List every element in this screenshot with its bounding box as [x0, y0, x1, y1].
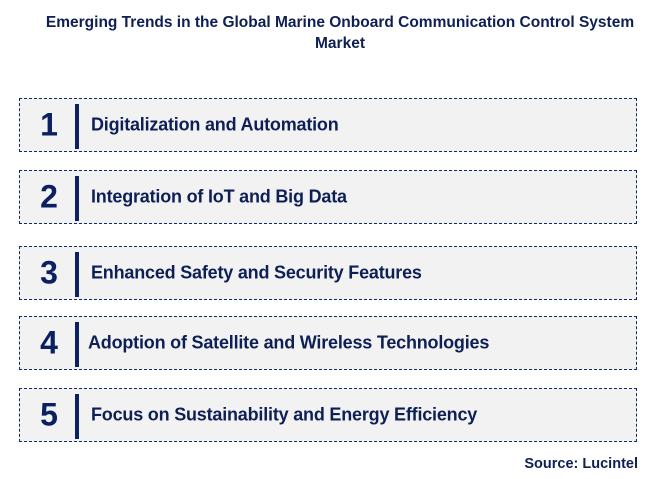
trend-label: Integration of IoT and Big Data — [91, 186, 347, 207]
trend-item-4: 4 Adoption of Satellite and Wireless Tec… — [19, 316, 637, 370]
diagram-title: Emerging Trends in the Global Marine Onb… — [45, 14, 635, 52]
trend-number: 3 — [40, 254, 58, 291]
trend-label: Enhanced Safety and Security Features — [91, 262, 422, 283]
trend-label: Adoption of Satellite and Wireless Techn… — [88, 332, 490, 353]
trend-number: 5 — [40, 396, 58, 433]
trend-item-2: 2 Integration of IoT and Big Data — [19, 170, 637, 224]
source-credit: Source: Lucintel — [524, 456, 638, 472]
divider-bar — [75, 322, 79, 367]
trend-label: Digitalization and Automation — [91, 114, 339, 135]
trend-number: 4 — [40, 324, 58, 361]
trend-item-1: 1 Digitalization and Automation — [19, 98, 637, 152]
trend-item-3: 3 Enhanced Safety and Security Features — [19, 246, 637, 300]
divider-bar — [75, 394, 79, 439]
divider-bar — [75, 176, 79, 221]
trend-number: 1 — [40, 106, 58, 143]
divider-bar — [75, 104, 79, 149]
trend-label: Focus on Sustainability and Energy Effic… — [91, 404, 478, 425]
trend-number: 2 — [40, 178, 58, 215]
trend-item-5: 5 Focus on Sustainability and Energy Eff… — [19, 388, 637, 442]
divider-bar — [75, 252, 79, 297]
